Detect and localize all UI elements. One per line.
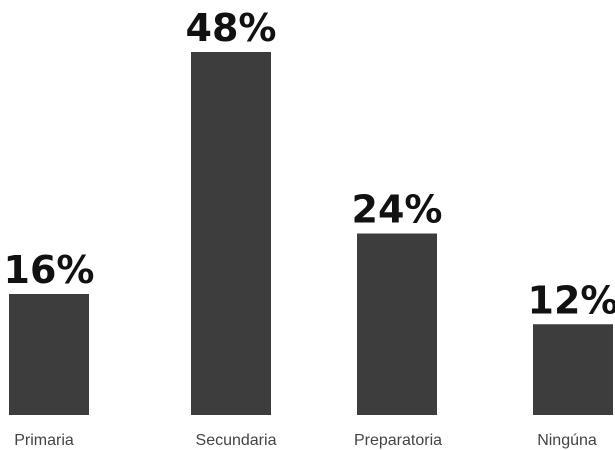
- bars-group: [9, 52, 613, 415]
- category-tick-label: Preparatoria: [354, 432, 442, 449]
- data-label: 12%: [528, 278, 615, 322]
- bar-preparatoria: [357, 233, 437, 415]
- data-label: 16%: [4, 248, 95, 292]
- bar-ning-na: [533, 324, 613, 415]
- value-labels-group: 16% 48% 24% 12%: [4, 6, 615, 322]
- bar-primaria: [9, 294, 89, 415]
- data-label: 24%: [352, 188, 443, 232]
- category-labels-group: Primaria Secundaria Preparatoria Ningúna: [14, 432, 597, 449]
- category-tick-label: Primaria: [14, 432, 74, 449]
- bar-secundaria: [191, 52, 271, 415]
- category-tick-label: Ningúna: [537, 432, 597, 449]
- data-label: 48%: [186, 6, 277, 50]
- category-tick-label: Secundaria: [196, 432, 277, 449]
